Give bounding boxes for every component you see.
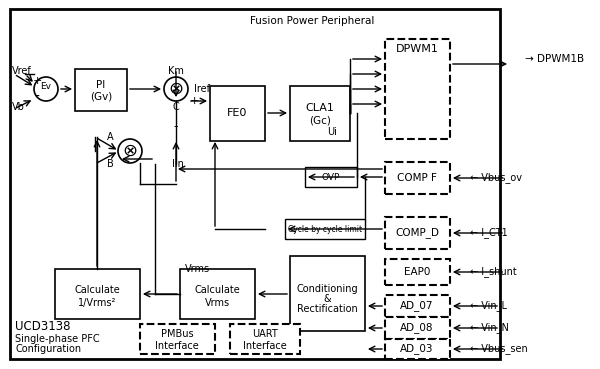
Text: Vrms: Vrms [185,264,210,274]
Text: → DPWM1B: → DPWM1B [525,54,584,64]
Bar [385,295,450,317]
Text: Cycle by cycle limit: Cycle by cycle limit [288,224,362,234]
Bar [180,269,255,319]
Bar [290,256,365,331]
Text: Calculate: Calculate [194,285,240,295]
Text: AD_07: AD_07 [400,300,434,311]
Text: AD_03: AD_03 [400,344,434,355]
Text: COMP_D: COMP_D [395,228,439,238]
Text: ⊗: ⊗ [169,80,184,98]
Text: Ui: Ui [327,127,337,137]
Circle shape [34,77,58,101]
Text: Km: Km [168,66,184,76]
Text: Configuration: Configuration [15,344,81,354]
Text: AD_08: AD_08 [400,323,434,334]
Text: &: & [323,294,331,304]
Text: Calculate: Calculate [74,285,120,295]
Text: OVP: OVP [322,172,340,182]
Circle shape [164,77,188,101]
Text: PI: PI [97,80,106,90]
Text: -: - [174,121,178,134]
Text: A: A [107,132,113,142]
Bar [290,86,350,141]
Bar [75,69,127,111]
Bar [210,86,265,141]
Text: FE0: FE0 [227,108,247,118]
Text: ← I_CT1: ← I_CT1 [470,228,508,238]
Bar [175,14,465,169]
Text: Iref: Iref [194,84,210,94]
Text: ← Vin_N: ← Vin_N [470,323,509,334]
Bar [140,324,215,354]
Text: (Gv): (Gv) [90,91,112,101]
Bar [385,339,450,359]
Bar [385,259,450,285]
Text: EAP0: EAP0 [404,267,430,277]
Text: Ev: Ev [41,82,52,90]
Text: ⊗: ⊗ [122,142,137,160]
Text: ← Vbus_ov: ← Vbus_ov [470,173,522,183]
Text: Iin: Iin [172,159,184,169]
Text: Vb: Vb [12,102,25,112]
Bar [385,162,450,194]
Bar [385,317,450,339]
Bar [55,269,140,319]
Text: Conditioning: Conditioning [296,284,358,294]
Text: (Gc): (Gc) [309,115,331,125]
Bar [285,219,365,239]
Text: DPWM1: DPWM1 [395,44,439,54]
Text: Single-phase PFC: Single-phase PFC [15,334,100,344]
Bar [305,167,357,187]
Circle shape [118,139,142,163]
Text: UART: UART [252,329,278,339]
Bar [10,9,500,359]
Bar [385,217,450,249]
Text: PMBus: PMBus [161,329,193,339]
Text: ← I_shunt: ← I_shunt [470,266,517,277]
Text: -: - [35,90,40,104]
Text: B: B [107,159,113,169]
Bar [385,39,450,139]
Text: Interface: Interface [243,341,287,351]
Text: C: C [173,102,179,112]
Bar [230,324,300,354]
Text: +: + [190,96,199,106]
Text: CLA1: CLA1 [305,103,334,113]
Text: +: + [32,76,41,86]
Text: ← Vbus_sen: ← Vbus_sen [470,344,528,355]
Text: UCD3138: UCD3138 [15,321,71,334]
Text: 1/Vrms²: 1/Vrms² [78,298,116,308]
Text: Vref: Vref [12,66,32,76]
Text: COMP F: COMP F [397,173,437,183]
Text: Rectification: Rectification [296,304,358,314]
Text: Fusion Power Peripheral: Fusion Power Peripheral [250,16,374,26]
Text: Interface: Interface [155,341,199,351]
Text: ← Vin_L: ← Vin_L [470,300,507,311]
Text: Vrms: Vrms [205,298,230,308]
